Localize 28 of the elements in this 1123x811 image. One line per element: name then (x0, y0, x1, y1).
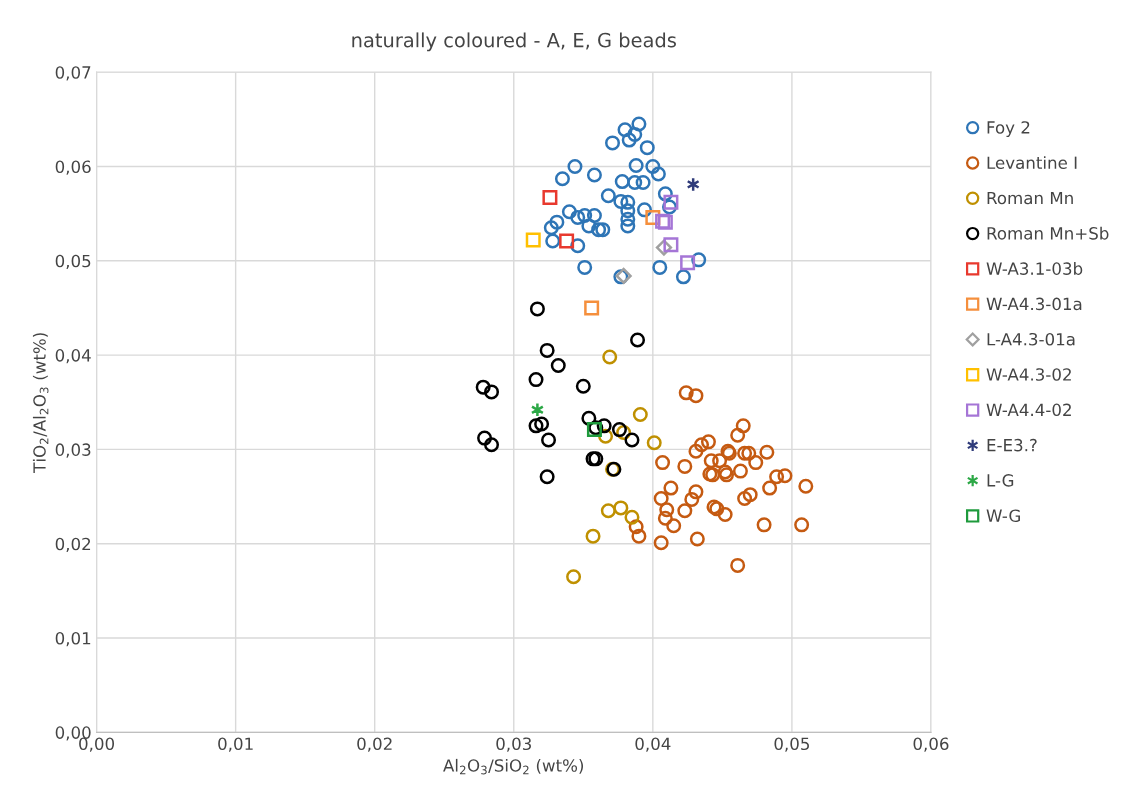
x-tick-label: 0,01 (218, 737, 253, 752)
legend-label: W-G (986, 509, 1020, 523)
legend-label: W-A4.4-02 (986, 403, 1071, 417)
x-tick-label: 0,03 (496, 737, 531, 752)
chart-title: naturally coloured - A, E, G beads (352, 32, 676, 52)
legend-label: L-G (987, 474, 1014, 487)
x-tick-label: 0,02 (357, 737, 392, 752)
x-tick-label: 0,04 (635, 737, 671, 752)
y-tick-label: 0,05 (55, 254, 91, 270)
legend-label: W-A4.3-01a (986, 297, 1082, 311)
legend-label: W-A4.3-02 (986, 368, 1071, 381)
legend-label: W-A3.1-03b (986, 262, 1083, 275)
legend-label: Foy 2 (987, 121, 1030, 137)
legend-label: E-E3.? (987, 438, 1037, 452)
x-axis-title: Al$_{2}$O$_{3}$/SiO$_{2}$ (wt%) (443, 758, 584, 775)
y-tick-label: 0,06 (55, 160, 91, 175)
x-tick-label: 0,06 (913, 737, 949, 752)
legend-label: Roman Mn (987, 191, 1073, 205)
legend-label: Roman Mn+Sb (987, 226, 1109, 240)
y-tick-label: 0,07 (55, 66, 91, 81)
y-tick-label: 0,01 (55, 631, 91, 647)
y-tick-label: 0,02 (55, 537, 91, 552)
legend-label: Levantine I (987, 156, 1077, 170)
legend-label: L-A4.3-01a (987, 332, 1075, 346)
y-tick-label: 0,04 (55, 349, 91, 364)
x-tick-label: 0,05 (774, 737, 809, 752)
y-axis-title: TiO$_{2}$/Al$_{2}$O$_{3}$ (wt%) (32, 333, 49, 473)
y-tick-label: 0,03 (55, 443, 91, 458)
